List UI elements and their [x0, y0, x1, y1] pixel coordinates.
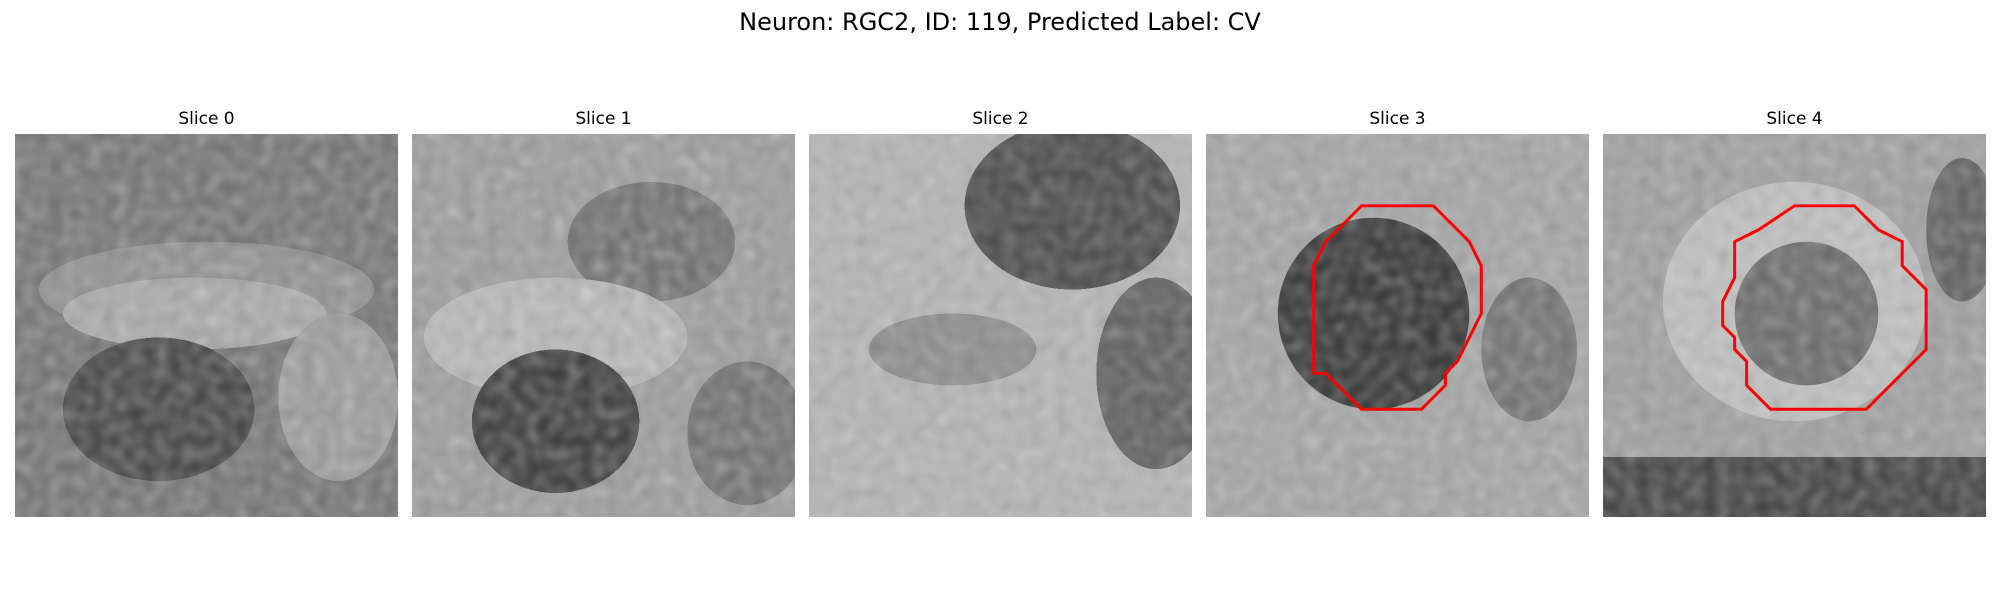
- slice-title: Slice 1: [575, 109, 632, 129]
- slice-title: Slice 3: [1369, 109, 1426, 129]
- slice-panel-1: Slice 1: [412, 108, 795, 517]
- figure-title: Neuron: RGC2, ID: 119, Predicted Label: …: [739, 8, 1261, 36]
- slice-title: Slice 4: [1766, 109, 1823, 129]
- slice-title: Slice 0: [178, 109, 235, 129]
- slice-image: [1603, 134, 1986, 517]
- slice-image: [809, 134, 1192, 517]
- slice-image: [412, 134, 795, 517]
- slice-image: [15, 134, 398, 517]
- slice-panel-0: Slice 0: [15, 108, 398, 517]
- slice-panel-4: Slice 4: [1603, 108, 1986, 517]
- slice-image: [1206, 134, 1589, 517]
- slice-title: Slice 2: [972, 109, 1029, 129]
- roi-contour: [1721, 204, 1928, 411]
- slice-panel-3: Slice 3: [1206, 108, 1589, 517]
- roi-contour: [1312, 204, 1483, 411]
- slice-panel-2: Slice 2: [809, 108, 1192, 517]
